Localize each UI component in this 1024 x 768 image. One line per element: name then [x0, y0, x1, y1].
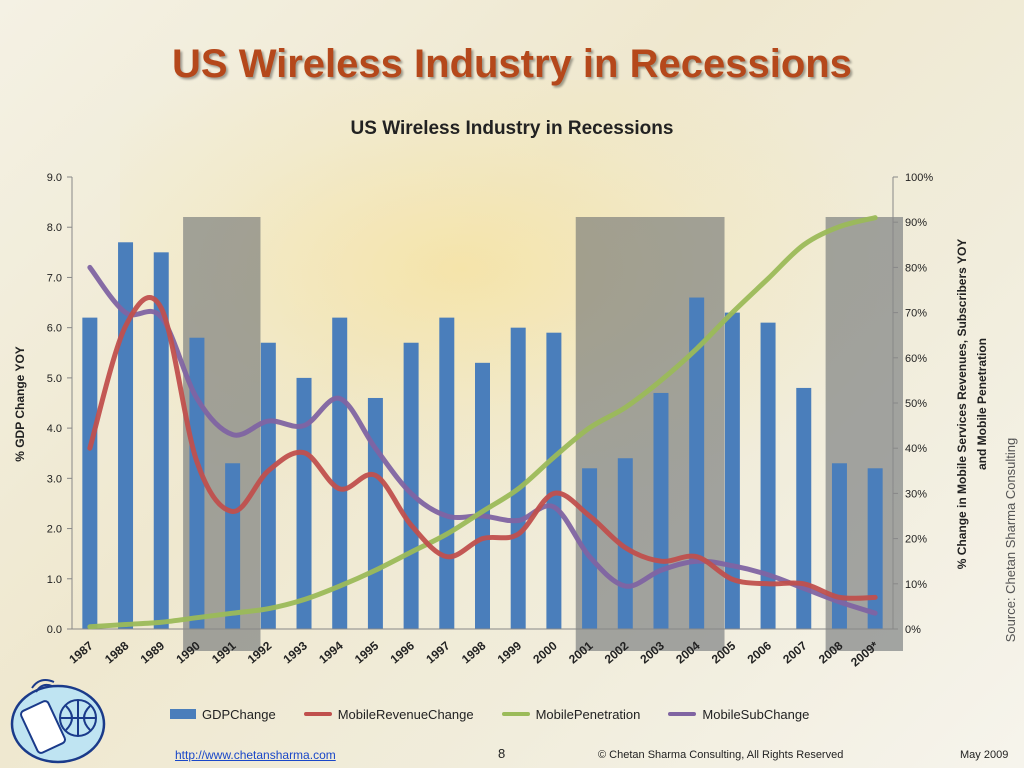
lines-group: [87, 215, 878, 630]
source-credit: Source: Chetan Sharma Consulting: [1003, 438, 1018, 643]
x-tick-label: 1988: [102, 638, 132, 666]
y2-tick-label: 30%: [905, 488, 927, 500]
gdp-bar-2004: [689, 297, 705, 629]
legend-label-penetration: MobilePenetration: [535, 706, 641, 722]
chart-legend: GDPChange MobileRevenueChange MobilePene…: [170, 704, 870, 724]
legend-label-revenue: MobileRevenueChange: [337, 706, 474, 722]
x-tick-label: 2000: [530, 638, 560, 666]
gdp-bar-1992: [260, 342, 276, 629]
y2-tick-label: 40%: [905, 443, 927, 455]
y-tick-label: 0.0: [47, 624, 62, 636]
gdp-bar-2008: [831, 463, 847, 629]
legend-swatch-gdp: [170, 709, 196, 719]
footer-date: May 2009: [960, 749, 1009, 761]
x-tick-label: 1994: [316, 638, 346, 666]
y-tick-label: 6.0: [47, 323, 62, 335]
y-tick-label: 9.0: [47, 172, 62, 184]
y2-tick-label: 50%: [905, 398, 927, 410]
gdp-bar-1999: [510, 327, 526, 629]
y-tick-label: 8.0: [47, 222, 62, 234]
y-axis-label: % GDP Change YOY: [13, 346, 27, 462]
gdp-bar-2001: [582, 468, 598, 629]
line-MobilePenetration: [87, 215, 878, 630]
y2-tick-label: 80%: [905, 262, 927, 274]
y2-tick-label: 100%: [905, 172, 933, 184]
y2-tick-label: 70%: [905, 308, 927, 320]
gdp-bar-1991: [225, 463, 241, 629]
legend-swatch-penetration: [501, 712, 530, 716]
legend-item-revenue: MobileRevenueChange: [303, 706, 474, 722]
gdp-bar-1995: [367, 397, 383, 629]
y-tick-label: 2.0: [47, 524, 62, 536]
y2-tick-label: 20%: [905, 534, 927, 546]
axis-labels-group: % GDP Change YOY % Change in Mobile Serv…: [13, 239, 1018, 643]
x-tick-label: 1997: [423, 638, 453, 666]
gdp-bar-1994: [332, 317, 348, 629]
y2-tick-label: 60%: [905, 353, 927, 365]
y-tick-label: 4.0: [47, 423, 62, 435]
slide-title: US Wireless Industry in Recessions: [172, 42, 852, 86]
legend-item-subchange: MobileSubChange: [668, 707, 809, 722]
gdp-bar-1988: [118, 242, 134, 630]
gdp-bar-2003: [653, 392, 669, 629]
y-tick-label: 5.0: [47, 373, 62, 385]
y2-axis-label-line1: % Change in Mobile Services Revenues, Su…: [955, 239, 969, 570]
gdp-bar-1996: [403, 342, 419, 629]
gdp-bar-1997: [439, 317, 455, 629]
gdp-bar-1989: [153, 252, 169, 630]
x-tick-label: 1993: [280, 638, 310, 666]
phone-logo-icon: [10, 679, 106, 764]
gdp-bar-2009*: [867, 468, 883, 629]
y2-tick-label: 10%: [905, 579, 927, 591]
gdp-bar-2006: [760, 322, 776, 629]
y-tick-label: 3.0: [47, 473, 62, 485]
legend-label-subchange: MobileSubChange: [702, 706, 810, 722]
y2-tick-label: 0%: [905, 624, 921, 636]
gdp-bar-2007: [796, 387, 812, 629]
x-tick-label: 1989: [138, 638, 168, 666]
footer-website-link[interactable]: http://www.chetansharma.com: [175, 748, 336, 762]
footer-page-number: 8: [498, 746, 506, 761]
line-MobileRevenueChange: [87, 295, 878, 601]
x-tick-label: 1995: [352, 638, 382, 666]
x-tick-label: 1987: [66, 638, 96, 666]
legend-item-gdp: GDPChange: [170, 707, 276, 722]
y2-tick-label: 90%: [905, 217, 927, 229]
x-tick-label: 1998: [459, 638, 489, 666]
gdp-bar-1987: [82, 317, 98, 629]
x-tick-label: 1996: [388, 638, 418, 666]
x-tick-label: 2006: [745, 638, 775, 666]
y2-axis-label-line2: and Mobile Penetration: [975, 338, 989, 470]
x-tick-label: 1999: [495, 638, 525, 666]
line-MobileSubChange: [87, 264, 878, 616]
legend-swatch-subchange: [668, 712, 697, 716]
gdp-bar-2000: [546, 332, 562, 629]
y-tick-label: 1.0: [47, 574, 62, 586]
footer-copyright: © Chetan Sharma Consulting, All Rights R…: [598, 749, 844, 761]
gdp-bar-1998: [475, 362, 490, 629]
y-tick-label: 7.0: [47, 272, 62, 284]
legend-item-penetration: MobilePenetration: [501, 706, 641, 722]
x-tick-label: 2007: [780, 638, 810, 666]
gdp-bar-1993: [296, 377, 312, 629]
gdp-bar-2005: [724, 312, 740, 629]
chart-title: US Wireless Industry in Recessions: [350, 118, 674, 139]
legend-label-gdp: GDPChange: [202, 706, 276, 722]
legend-swatch-revenue: [303, 712, 332, 716]
gdp-bar-1990: [189, 337, 205, 629]
